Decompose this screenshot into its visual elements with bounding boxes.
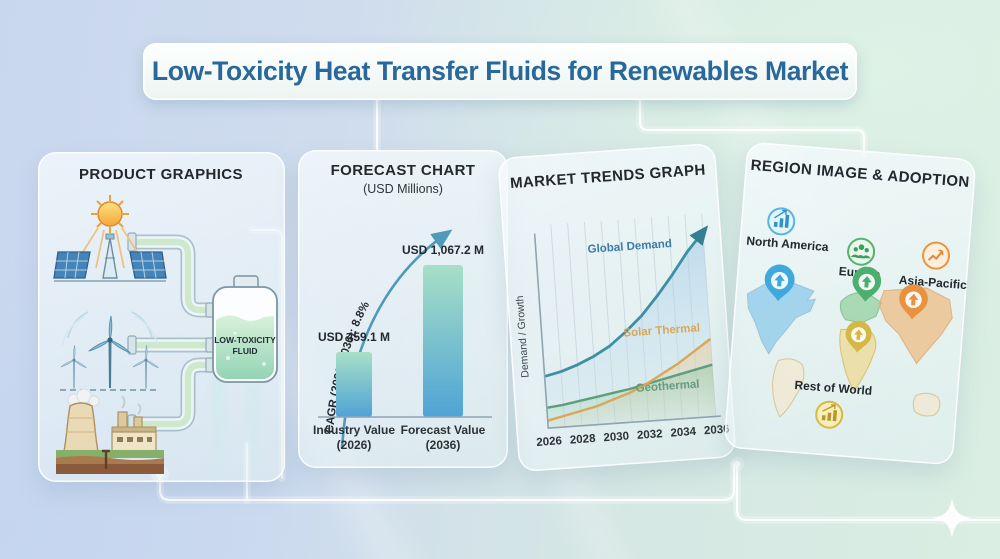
svg-text:Industry Value: Industry Value [313,423,395,437]
forecast-bars [336,265,463,417]
north-america-label: North America [746,234,829,254]
svg-text:2028: 2028 [570,433,597,447]
geothermal-line [546,363,713,410]
product-panel-title: PRODUCT GRAPHICS [79,166,243,183]
world-map [746,282,953,418]
map-north-america [746,282,817,355]
bar-chart-icon [773,214,790,228]
geothermal-area [546,364,716,429]
trends-x-ticks: 2026 2028 2030 2032 2034 2036 [536,423,730,448]
map-africa [839,328,877,392]
badge-rest-of-world [815,400,844,429]
trends-axes [533,233,721,429]
trend-up-icon [927,250,944,261]
svg-text:2036: 2036 [704,423,730,437]
rest-of-world-label: Rest of World [794,378,873,398]
svg-text:2032: 2032 [637,428,663,442]
badge-asia-pacific [922,241,951,270]
badge-north-america [767,207,796,236]
bar-value-2036: USD 1,067.2 M [402,243,484,257]
fluid-tank: LOW-TOXICITY FLUID [212,275,278,383]
regions-panel-title: REGION IMAGE & ADOPTION [750,157,970,191]
trends-y-axis-label: Demand / Growth [514,295,532,378]
geothermal-label: Geothermal [635,378,700,394]
solar-energy-icon [53,195,167,282]
solar-thermal-label: Solar Thermal [623,322,700,339]
wind-energy-icon [60,311,160,391]
pipe-network [127,232,215,434]
panel-forecast-chart: FORECAST CHART (USD Millions) CAGR (2026… [298,150,508,468]
map-south-america [771,358,805,418]
map-asia [878,287,953,365]
map-europe [839,292,882,324]
geothermal-plant-icon [56,388,164,474]
page-title: Low-Toxicity Heat Transfer Fluids for Re… [151,56,849,86]
bar-forecast-2036 [423,265,463,417]
global-demand-label: Global Demand [587,238,672,256]
svg-text:Forecast Value: Forecast Value [401,423,486,437]
solar-thermal-line [547,337,712,422]
map-australia [912,392,941,417]
panel-market-trends: MARKET TRENDS GRAPH Global Demand Solar … [497,142,737,473]
svg-text:2030: 2030 [603,430,629,444]
svg-text:(2036): (2036) [426,438,461,452]
tank-label-line1: LOW-TOXICITY [214,335,276,345]
badge-europe [847,237,876,266]
tank-label-line2: FLUID [232,346,257,356]
svg-text:2026: 2026 [536,435,562,449]
forecast-panel-title: FORECAST CHART [331,162,476,179]
bar-industry-2026 [336,352,372,417]
sparkle-icon [933,498,971,538]
svg-text:2034: 2034 [670,426,697,440]
trends-panel-title: MARKET TRENDS GRAPH [510,162,707,193]
global-demand-line [544,225,709,378]
svg-text:(2026): (2026) [337,438,372,452]
title-banner: Low-Toxicity Heat Transfer Fluids for Re… [143,43,857,100]
growth-chart-icon [821,410,838,422]
people-icon [850,244,871,259]
forecast-category-labels: Industry Value (2026) Forecast Value (20… [313,423,486,452]
panel-region-adoption: REGION IMAGE & ADOPTION North America [723,141,977,466]
bar-value-2026: USD 459.1 M [318,330,390,344]
panel-product-graphics: PRODUCT GRAPHICS [38,152,285,482]
forecast-panel-subtitle: (USD Millions) [363,182,443,196]
